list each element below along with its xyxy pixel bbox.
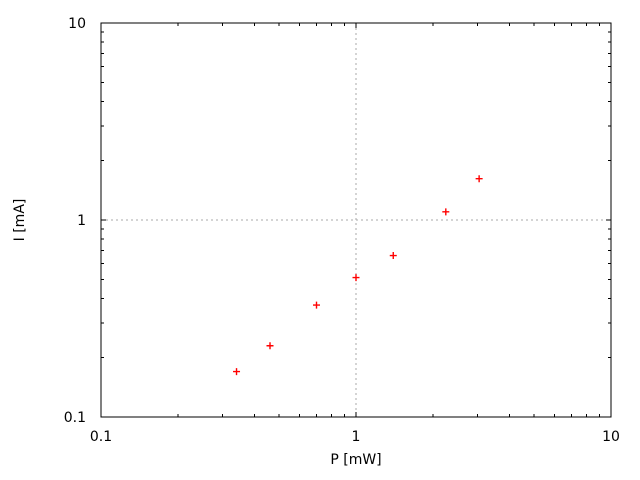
y-tick-label: 0.1 <box>64 410 86 426</box>
y-axis-label: I [mA] <box>12 198 28 242</box>
data-point-marker <box>475 175 483 183</box>
x-tick-label: 1 <box>352 429 361 445</box>
x-axis-label: P [mW] <box>330 452 382 468</box>
y-tick-label: 10 <box>68 16 86 32</box>
data-point-marker <box>313 301 320 309</box>
data-point-marker <box>352 274 360 282</box>
data-point-marker <box>233 368 241 376</box>
y-tick-label: 1 <box>77 213 86 229</box>
x-tick-label: 10 <box>602 429 620 445</box>
data-point-marker <box>266 342 274 350</box>
x-tick-label: 0.1 <box>90 429 112 445</box>
data-point-marker <box>442 208 450 216</box>
data-point-marker <box>389 252 397 260</box>
